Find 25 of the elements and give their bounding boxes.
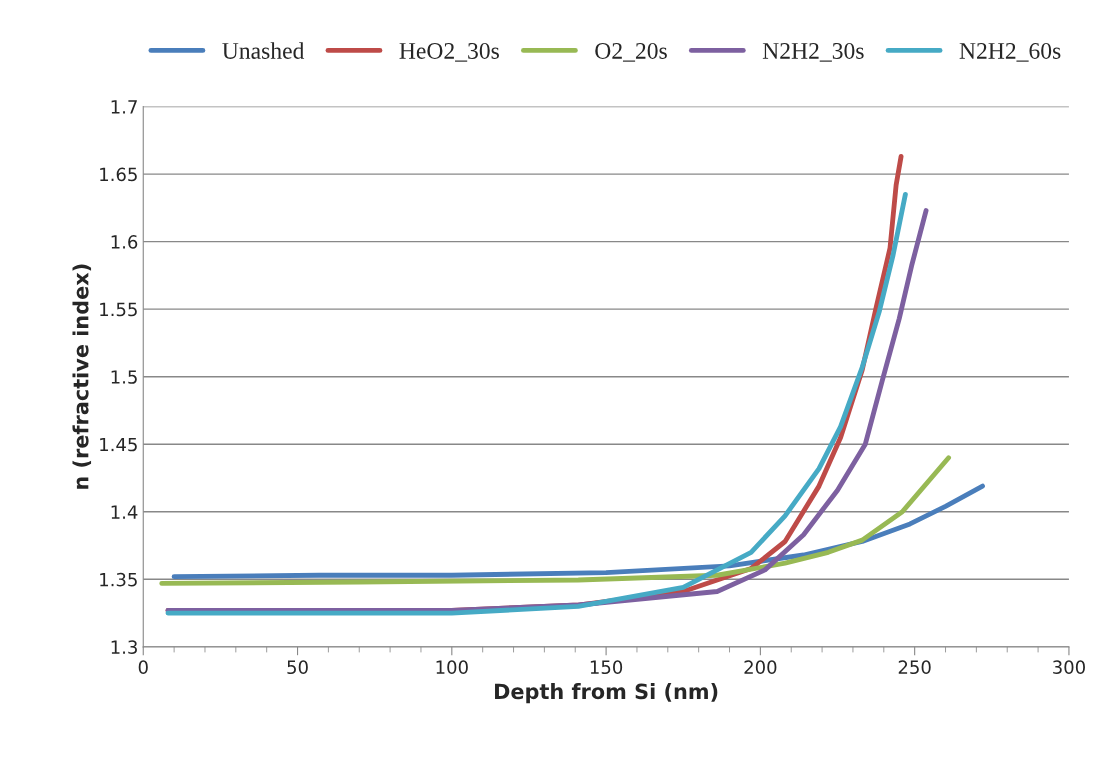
x-tick-label: 200 [744, 660, 777, 675]
y-tick-label: 1.55 [100, 302, 137, 317]
legend-label: N2H2_60s [959, 42, 1061, 62]
line-series [171, 483, 985, 580]
legend-label: HeO2_30s [399, 42, 499, 62]
y-tick-label: 1.4 [111, 505, 138, 519]
x-axis-title: Depth from Si (nm) [495, 683, 718, 704]
x-tick-label: 0 [138, 660, 148, 675]
y-tick-label: 1.3 [111, 640, 137, 654]
y-tick-label: 1.45 [100, 437, 137, 452]
x-tick-label: 100 [436, 660, 468, 675]
y-tick-label: 1.65 [100, 167, 137, 182]
y-axis-title: n (refractive index) [72, 264, 92, 489]
x-tick-label: 150 [590, 660, 623, 675]
line-series [159, 455, 952, 586]
y-tick-label: 1.35 [100, 572, 137, 587]
x-tick-label: 300 [1053, 660, 1085, 675]
legend-label: Unashed [222, 42, 305, 59]
legend-label: O2_20s [595, 42, 667, 62]
y-tick-label: 1.7 [111, 100, 137, 114]
y-tick-label: 1.6 [111, 235, 138, 249]
legend-label: N2H2_30s [762, 42, 864, 62]
y-tick-label: 1.5 [111, 370, 137, 384]
x-tick-label: 50 [287, 660, 308, 675]
x-tick-label: 250 [898, 660, 931, 675]
